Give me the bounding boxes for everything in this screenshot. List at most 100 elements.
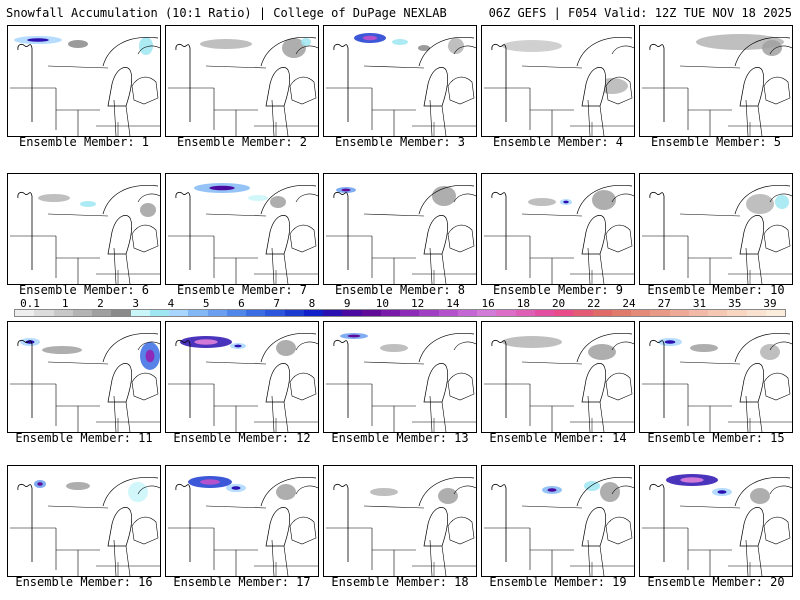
ensemble-member-label: Ensemble Member: 5 <box>650 135 782 149</box>
snow-core <box>341 188 351 192</box>
colorbar-swatch <box>130 310 150 316</box>
colorbar-label: 4 <box>167 297 175 310</box>
snow-area <box>746 194 774 214</box>
ensemble-member-label: Ensemble Member: 7 <box>176 283 308 297</box>
colorbar-label: 18 <box>516 297 530 310</box>
colorbar-label: 3 <box>132 297 140 310</box>
snow-core <box>362 35 378 41</box>
colorbar-label: 39 <box>763 297 777 310</box>
snow-area <box>696 34 784 50</box>
colorbar-label: 10 <box>375 297 389 310</box>
colorbar-label: 27 <box>657 297 671 310</box>
colorbar-swatch <box>515 310 535 316</box>
snowfall-colorbar <box>14 309 786 317</box>
snow-area <box>592 190 616 210</box>
snow-core <box>145 349 155 363</box>
colorbar-label: 31 <box>692 297 707 310</box>
member-map <box>326 332 476 432</box>
member-map <box>168 332 318 432</box>
colorbar-label: 2 <box>97 297 104 310</box>
colorbar-label: 35 <box>728 297 742 310</box>
snow-area <box>80 201 96 207</box>
member-map <box>10 184 160 284</box>
colorbar-swatch <box>53 310 73 316</box>
member-map <box>10 36 160 136</box>
colorbar-swatch <box>265 310 285 316</box>
colorbar-swatch <box>746 310 766 316</box>
snow-core <box>664 340 676 344</box>
colorbar-label: 16 <box>481 297 495 310</box>
colorbar-swatch <box>688 310 708 316</box>
colorbar-swatch <box>303 310 323 316</box>
snow-area <box>502 40 562 52</box>
colorbar-swatch <box>207 310 227 316</box>
ensemble-panel-12 <box>165 321 319 433</box>
ensemble-member-label: Ensemble Member: 2 <box>176 135 308 149</box>
ensemble-member-label: Ensemble Member: 19 <box>489 575 627 589</box>
member-map <box>484 476 634 576</box>
snow-area <box>528 198 556 206</box>
snow-core <box>194 339 218 345</box>
snow-area <box>370 488 398 496</box>
snow-area <box>128 482 148 502</box>
snow-core <box>547 488 557 492</box>
colorbar-swatch <box>534 310 554 316</box>
colorbar-label: 1 <box>61 297 69 310</box>
snow-core <box>563 200 569 204</box>
snow-core <box>209 185 235 191</box>
colorbar-swatch <box>727 310 747 316</box>
snow-area <box>762 40 782 56</box>
colorbar-swatch <box>323 310 343 316</box>
ensemble-member-label: Ensemble Member: 11 <box>15 431 153 445</box>
snow-core <box>37 482 43 486</box>
snow-area <box>140 203 156 217</box>
ensemble-member-label: Ensemble Member: 12 <box>173 431 311 445</box>
member-map <box>168 36 318 136</box>
colorbar-swatch <box>631 310 651 316</box>
snow-area <box>68 40 88 48</box>
ensemble-panel-2 <box>165 25 319 137</box>
ensemble-panel-6 <box>7 173 161 285</box>
member-map <box>484 36 634 136</box>
ensemble-member-label: Ensemble Member: 20 <box>647 575 785 589</box>
snow-core <box>231 486 241 490</box>
ensemble-member-label: Ensemble Member: 10 <box>647 283 785 297</box>
colorbar-label: 20 <box>551 297 566 310</box>
colorbar-swatch <box>188 310 208 316</box>
snow-core <box>680 477 704 483</box>
member-map <box>326 476 476 576</box>
snow-area <box>438 488 458 504</box>
snow-area <box>301 38 311 46</box>
member-map <box>168 476 318 576</box>
snow-area <box>200 39 252 49</box>
ensemble-member-label: Ensemble Member: 13 <box>331 431 469 445</box>
colorbar-swatch <box>226 310 246 316</box>
snow-area <box>418 45 430 51</box>
ensemble-member-label: Ensemble Member: 18 <box>331 575 469 589</box>
snow-area <box>432 186 456 206</box>
colorbar-swatch <box>361 310 381 316</box>
ensemble-member-label: Ensemble Member: 4 <box>492 135 624 149</box>
ensemble-panel-17 <box>165 465 319 577</box>
colorbar-swatch <box>169 310 189 316</box>
snow-area <box>588 344 616 360</box>
ensemble-panel-3 <box>323 25 477 137</box>
colorbar-label: 24 <box>622 297 636 310</box>
member-map <box>642 34 792 136</box>
ensemble-panel-18 <box>323 465 477 577</box>
colorbar-swatch <box>246 310 266 316</box>
ensemble-member-label: Ensemble Member: 17 <box>173 575 311 589</box>
colorbar-swatch <box>457 310 477 316</box>
snow-area <box>248 195 268 201</box>
colorbar-swatch <box>496 310 516 316</box>
ensemble-panel-15 <box>639 321 793 433</box>
snow-area <box>270 196 286 208</box>
colorbar-label: 0.1 <box>20 297 40 310</box>
colorbar-label: 8 <box>308 297 316 310</box>
colorbar-swatch <box>650 310 670 316</box>
snow-area <box>282 38 306 58</box>
ensemble-panel-9 <box>481 173 635 285</box>
member-map <box>10 332 160 432</box>
colorbar-swatch <box>477 310 497 316</box>
colorbar-swatch <box>554 310 574 316</box>
